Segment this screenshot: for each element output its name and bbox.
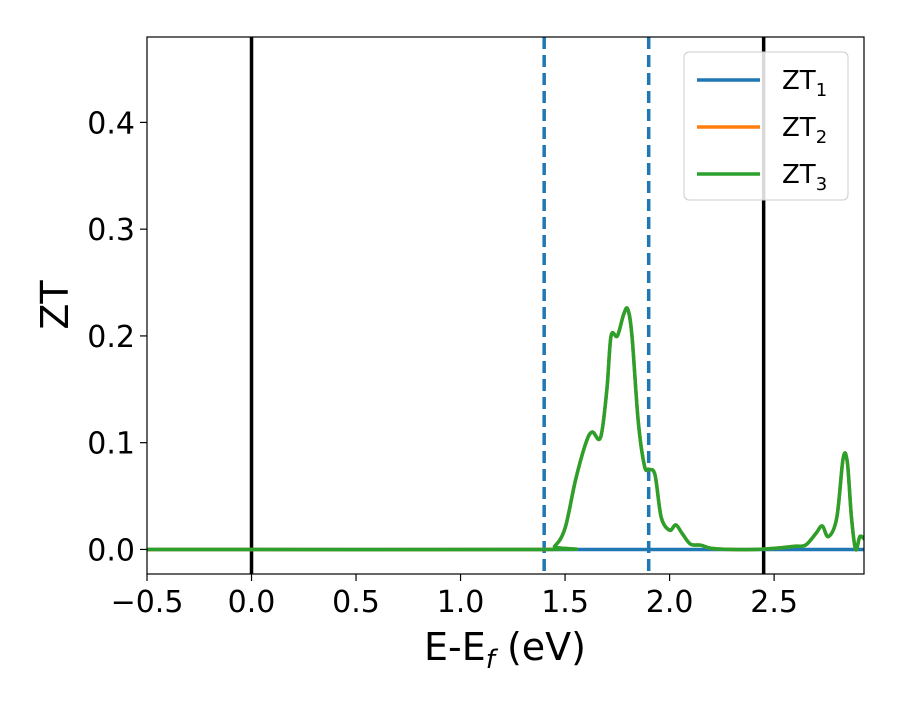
x-tick-label: −0.5 xyxy=(111,585,184,620)
x-tick-label: 2.0 xyxy=(646,585,694,620)
x-tick-label: 0.5 xyxy=(332,585,380,620)
legend: ZT1 ZT2 ZT3 xyxy=(683,51,849,201)
y-tick-label: 0.1 xyxy=(87,427,135,462)
y-tick-label: 0.3 xyxy=(87,213,135,248)
y-tick-label: 0.2 xyxy=(87,320,135,355)
y-tick-label: 0.4 xyxy=(87,106,135,141)
x-tick-label: 1.0 xyxy=(437,585,485,620)
plot-frame xyxy=(146,36,865,575)
x-tick-label: 0.0 xyxy=(228,585,276,620)
x-tick-label: 2.5 xyxy=(750,585,798,620)
y-tick-label: 0.0 xyxy=(87,533,135,568)
series-line-zt2 xyxy=(147,306,864,552)
legend-label-zt1: ZT1 xyxy=(782,66,827,101)
x-tick-label: 1.5 xyxy=(541,585,589,620)
axis-ticks: −0.5 0.0 0.5 1.0 1.5 2.0 2.5 0.0 0.1 0.2 0.3 0.4 xyxy=(87,106,798,620)
legend-box xyxy=(683,51,849,201)
x-axis-title: E-Ef (eV) xyxy=(424,625,586,675)
legend-label-zt3: ZT3 xyxy=(782,160,827,195)
legend-label-zt2: ZT2 xyxy=(782,113,827,148)
series-line-zt3 xyxy=(147,306,864,552)
y-axis-title: ZT xyxy=(33,280,77,330)
